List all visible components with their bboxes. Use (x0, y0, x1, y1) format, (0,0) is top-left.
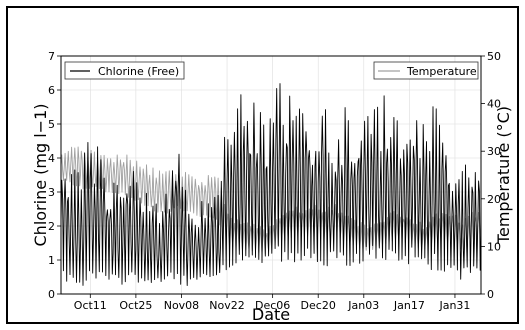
y-right-tick-label: 50 (487, 50, 501, 63)
x-tick-label: Oct25 (119, 299, 152, 312)
y-left-tick-label: 0 (48, 288, 55, 301)
y-left-tick-label: 1 (48, 254, 55, 267)
legend-chlorine: Chlorine (Free) (65, 62, 184, 79)
y-left-tick-label: 7 (48, 50, 55, 63)
x-tick-label: Oct11 (74, 299, 107, 312)
x-tick-label: Jan17 (393, 299, 425, 312)
x-tick-label: Jan31 (438, 299, 470, 312)
x-axis-label: Date (252, 305, 290, 324)
y-axis-left-label: Chlorine (mg l−1) (31, 104, 50, 247)
y-right-tick-label: 0 (487, 288, 494, 301)
legend-chlorine-label: Chlorine (Free) (98, 65, 179, 78)
legend-temperature: Temperature (374, 62, 478, 79)
x-tick-label: Nov22 (209, 299, 244, 312)
x-tick-label: Jan03 (347, 299, 379, 312)
y-left-tick-label: 6 (48, 84, 55, 97)
x-tick-label: Dec20 (301, 299, 336, 312)
x-tick-label: Nov08 (164, 299, 199, 312)
legend-temperature-label: Temperature (406, 65, 477, 78)
y-axis-right-label: Temperature (°C) (494, 106, 513, 245)
